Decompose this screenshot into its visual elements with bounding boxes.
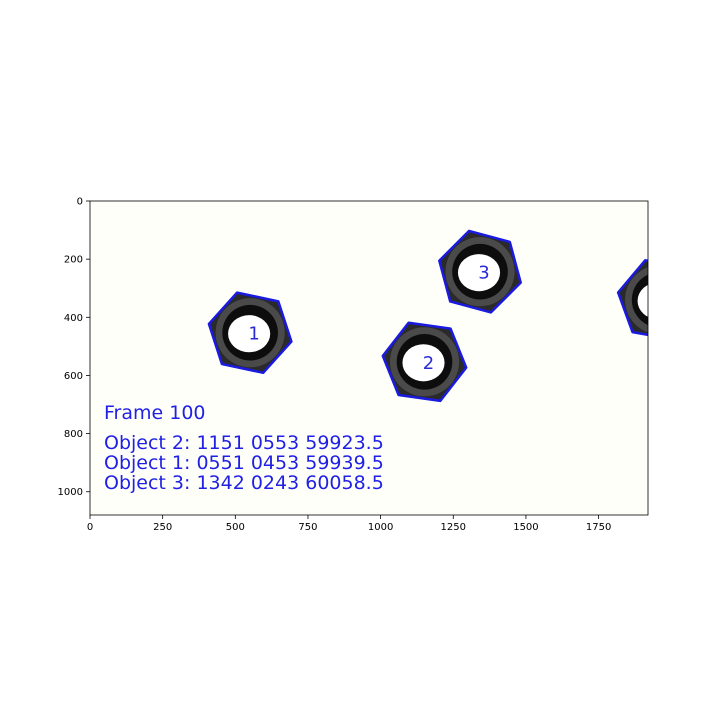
object-line-1: Object 2: 1151 0553 59923.5 [104, 432, 384, 454]
hex-nut: 3 [438, 229, 522, 314]
nut-hole [402, 344, 445, 382]
x-tick-label: 1750 [586, 522, 611, 533]
x-axis: 0 250 500 750 1000 1250 1500 1750 [87, 515, 611, 533]
image-area [90, 201, 648, 515]
object-id-label: 1 [248, 324, 259, 345]
nut-hole [637, 284, 648, 317]
y-tick-label: 400 [64, 313, 83, 324]
nut-hole [228, 315, 271, 353]
x-tick-label: 250 [153, 522, 172, 533]
x-tick-label: 1500 [513, 522, 538, 533]
nut-hole [457, 254, 501, 292]
y-tick-label: 1000 [58, 487, 83, 498]
y-tick-label: 200 [64, 255, 83, 266]
x-tick-label: 750 [298, 522, 317, 533]
x-tick-label: 1250 [441, 522, 466, 533]
y-tick-label: 800 [64, 429, 83, 440]
y-axis: 0 200 400 600 800 1000 [58, 197, 90, 498]
x-tick-label: 1000 [368, 522, 393, 533]
detected-objects-layer: 1 2 3 [207, 229, 648, 403]
hex-nut: 2 [381, 321, 468, 403]
hex-nut [616, 259, 648, 337]
hex-nut: 1 [207, 291, 293, 375]
frame-label: Frame 100 [104, 402, 206, 424]
axes-frame [89, 200, 649, 516]
object-id-label: 2 [423, 353, 434, 374]
x-tick-label: 500 [226, 522, 245, 533]
y-tick-label: 0 [77, 197, 83, 208]
object-line-3: Object 3: 1342 0243 60058.5 [104, 472, 384, 494]
overlay-text-block: Frame 100 Object 2: 1151 0553 59923.5 Ob… [104, 402, 384, 494]
x-tick-label: 0 [87, 522, 93, 533]
y-tick-label: 600 [64, 371, 83, 382]
object-id-label: 3 [478, 263, 489, 284]
object-line-2: Object 1: 0551 0453 59939.5 [104, 452, 384, 474]
